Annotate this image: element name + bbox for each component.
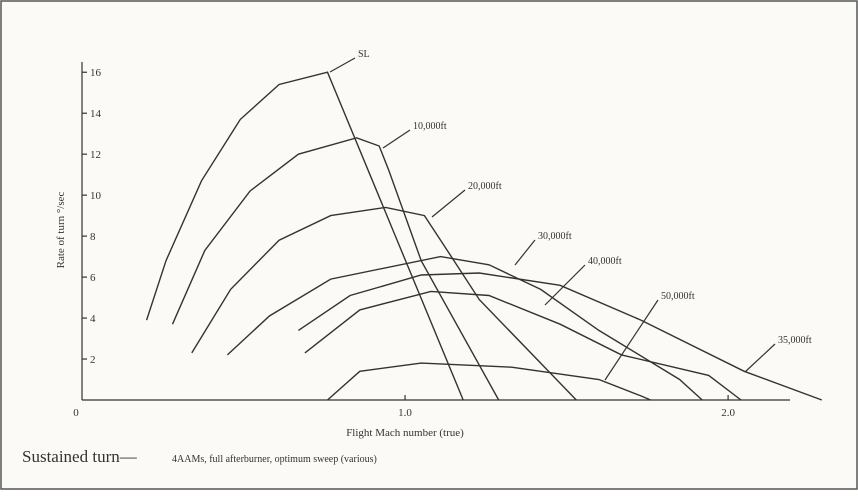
y-tick-label: 8 xyxy=(90,231,96,243)
series-label: 30,000ft xyxy=(538,231,572,242)
label-leader xyxy=(514,239,536,266)
label-leader xyxy=(329,57,356,73)
x-tick-label: 2.0 xyxy=(721,407,735,419)
label-leader xyxy=(604,299,659,381)
y-tick-label: 10 xyxy=(90,190,102,202)
label-leader xyxy=(382,129,411,149)
x-tick-label: 1.0 xyxy=(398,407,412,419)
label-leader xyxy=(431,189,466,218)
label-leader xyxy=(544,264,586,306)
y-tick-label: 16 xyxy=(90,67,102,79)
series-line xyxy=(327,362,651,401)
label-leader xyxy=(744,343,776,373)
y-tick-label: 4 xyxy=(90,313,96,325)
series-label: 20,000ft xyxy=(468,181,502,192)
y-tick-label: 2 xyxy=(90,354,96,366)
series-line xyxy=(226,255,703,401)
series-label: 35,000ft xyxy=(778,335,812,346)
y-tick-label: 12 xyxy=(90,149,101,161)
series-line xyxy=(191,206,577,401)
x-tick-label: 0 xyxy=(73,407,79,419)
series-line xyxy=(171,137,500,401)
series-line xyxy=(304,290,742,401)
caption-title: Sustained turn— xyxy=(22,447,138,466)
caption-text: 4AAMs, full afterburner, optimum sweep (… xyxy=(172,454,377,465)
series-label: SL xyxy=(358,49,370,60)
series-line xyxy=(145,71,464,401)
series-label: 40,000ft xyxy=(588,256,622,267)
y-tick-label: 6 xyxy=(90,272,96,284)
y-tick-label: 14 xyxy=(90,108,102,120)
series-label: 50,000ft xyxy=(661,291,695,302)
x-axis-label: Flight Mach number (true) xyxy=(346,427,464,439)
series-label: 10,000ft xyxy=(413,121,447,132)
y-axis-label: Rate of turn °/sec xyxy=(55,191,67,268)
series-line xyxy=(298,272,823,401)
